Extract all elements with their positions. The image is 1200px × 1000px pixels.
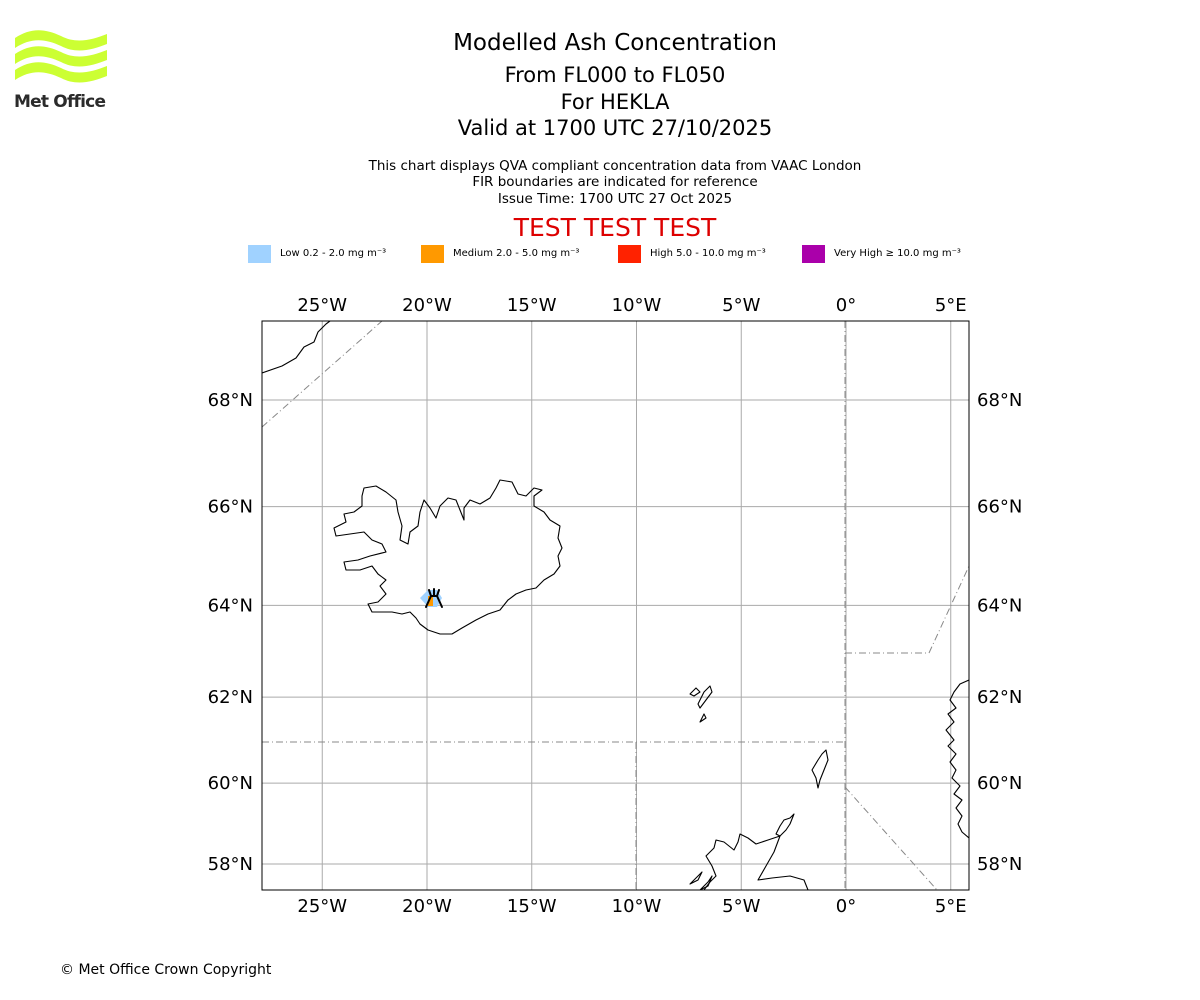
- legend-item-high: High 5.0 - 10.0 mg m⁻³: [618, 244, 766, 263]
- legend-label-high: High 5.0 - 10.0 mg m⁻³: [650, 248, 766, 259]
- map-frame: [261, 320, 970, 891]
- legend-swatch-low: [248, 244, 271, 263]
- norway-coast: [945, 679, 969, 839]
- fir-note: FIR boundaries are indicated for referen…: [472, 174, 758, 190]
- chart-description: This chart displays QVA compliant concen…: [368, 158, 862, 174]
- legend-swatch-very-high: [802, 244, 825, 263]
- legend-swatch-medium: [421, 244, 444, 263]
- fir-boundaries: [262, 321, 969, 890]
- lon-label-bottom: 10°W: [612, 896, 662, 917]
- hebrides-coast: [689, 871, 713, 890]
- lon-label-top: 10°W: [612, 295, 662, 316]
- axis-labels: 25°W 25°W 20°W 20°W 15°W 15°W 10°W 10°W 5°W 5°W 0°…: [208, 295, 1023, 917]
- lon-label-bottom: 5°E: [935, 896, 967, 917]
- shetland-coast: [811, 749, 829, 789]
- chart-title: Modelled Ash Concentration: [453, 30, 777, 56]
- valid-time: Valid at 1700 UTC 27/10/2025: [457, 116, 773, 140]
- fir-boundary-east: [845, 565, 969, 654]
- flight-level-range: From FL000 to FL050: [504, 63, 726, 87]
- lat-label-right: 68°N: [977, 390, 1022, 411]
- legend-label-medium: Medium 2.0 - 5.0 mg m⁻³: [453, 248, 580, 259]
- legend-item-very-high: Very High ≥ 10.0 mg m⁻³: [802, 244, 961, 263]
- lat-label-left: 64°N: [208, 595, 253, 616]
- lon-label-top: 5°E: [935, 295, 967, 316]
- lat-label-left: 68°N: [208, 390, 253, 411]
- lat-label-left: 60°N: [208, 773, 253, 794]
- fir-boundary-southeast: [844, 786, 938, 890]
- legend-item-low: Low 0.2 - 2.0 mg m⁻³: [248, 244, 386, 263]
- lat-label-right: 64°N: [977, 595, 1022, 616]
- graticule: [262, 321, 969, 890]
- lat-label-left: 66°N: [208, 497, 253, 518]
- met-office-wave-icon: [15, 30, 107, 83]
- fir-boundary-northwest: [262, 321, 383, 428]
- legend-item-medium: Medium 2.0 - 5.0 mg m⁻³: [421, 244, 579, 263]
- coastlines: [262, 321, 969, 890]
- lon-label-bottom: 15°W: [507, 896, 557, 917]
- copyright-notice: © Met Office Crown Copyright: [60, 962, 272, 978]
- met-office-logo: [15, 30, 107, 83]
- lon-label-bottom: 20°W: [402, 896, 452, 917]
- iceland-coast: [333, 479, 563, 635]
- lat-label-left: 62°N: [208, 687, 253, 708]
- lat-label-right: 62°N: [977, 687, 1022, 708]
- volcano-icon: [425, 588, 443, 608]
- legend-label-very-high: Very High ≥ 10.0 mg m⁻³: [834, 248, 961, 259]
- lon-label-bottom: 0°: [836, 896, 856, 917]
- lon-label-top: 0°: [836, 295, 856, 316]
- lon-label-bottom: 5°W: [722, 896, 760, 917]
- lon-label-top: 20°W: [402, 295, 452, 316]
- lat-label-right: 66°N: [977, 497, 1022, 518]
- lon-label-top: 5°W: [722, 295, 760, 316]
- legend-swatch-high: [618, 244, 641, 263]
- lat-label-left: 58°N: [208, 854, 253, 875]
- scotland-coast: [703, 833, 809, 890]
- lat-label-right: 58°N: [977, 854, 1022, 875]
- lat-label-right: 60°N: [977, 773, 1022, 794]
- volcano-name: For HEKLA: [560, 90, 670, 114]
- lon-label-top: 25°W: [297, 295, 347, 316]
- met-office-wordmark: Met Office: [14, 92, 106, 112]
- test-warning: TEST TEST TEST: [513, 213, 717, 242]
- legend-label-low: Low 0.2 - 2.0 mg m⁻³: [280, 248, 387, 259]
- lon-label-top: 15°W: [507, 295, 557, 316]
- issue-time: Issue Time: 1700 UTC 27 Oct 2025: [497, 191, 733, 207]
- greenland-coast: [262, 321, 331, 374]
- orkney-coast: [775, 813, 795, 837]
- lon-label-bottom: 25°W: [297, 896, 347, 917]
- faroe-islands-coast: [689, 685, 713, 723]
